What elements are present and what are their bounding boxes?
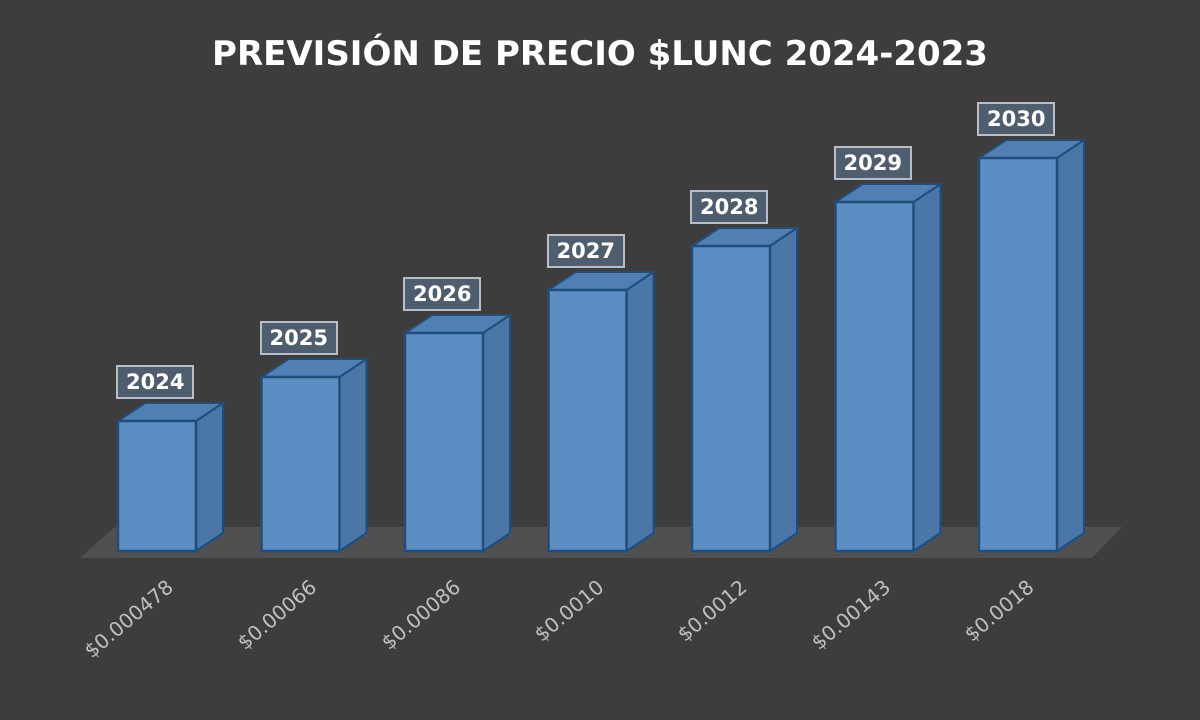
bar-side [912,182,942,553]
data-label: 2024 [116,365,195,399]
data-label: 2025 [259,321,338,355]
bar-2027 [547,288,628,553]
data-label: 2030 [977,102,1056,136]
bar-2030 [977,156,1059,553]
bar-2026 [403,331,485,553]
bar-side [625,270,655,553]
data-label: 2026 [403,277,482,311]
chart-title: PREVISIÓN DE PRECIO $LUNC 2024-2023 [212,34,988,74]
data-label: 2029 [833,146,912,180]
bar-2028 [690,244,772,553]
bar-side [195,401,224,553]
bar-side [482,313,511,553]
bar-2024 [116,419,198,553]
bar-side [1056,138,1085,553]
bar-2029 [834,200,915,553]
bar-side [338,357,368,553]
bar-side [769,226,798,553]
data-label: 2028 [690,190,769,224]
data-label: 2027 [546,234,625,268]
bar-2025 [260,375,341,553]
